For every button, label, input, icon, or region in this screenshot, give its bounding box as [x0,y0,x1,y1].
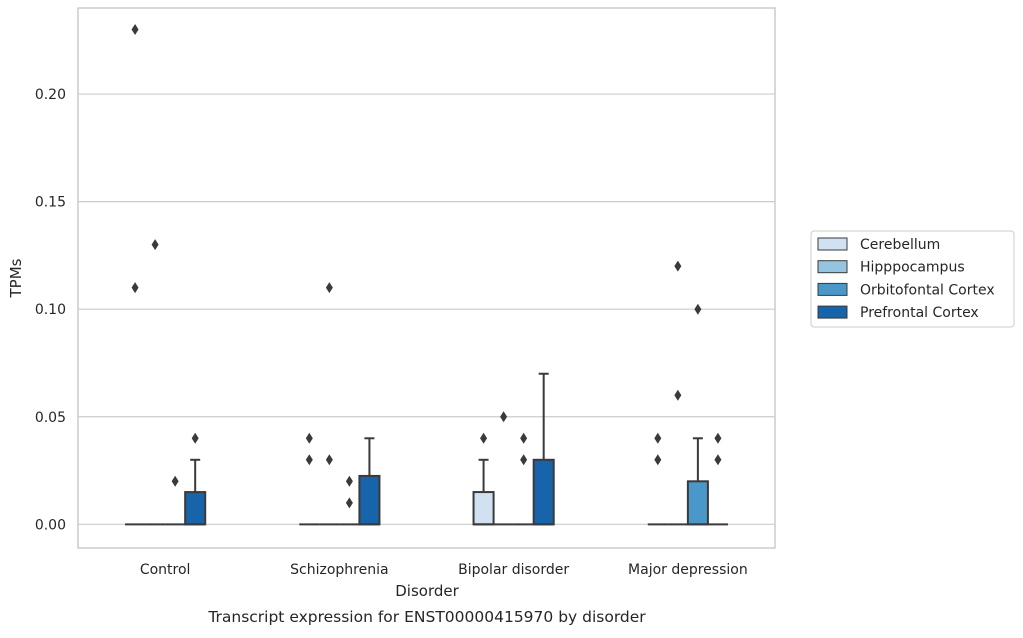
outlier-point [131,24,139,36]
chart-title: Transcript expression for ENST0000041597… [207,608,646,626]
y-tick-label: 0.20 [35,87,66,103]
outlier-point [131,282,139,294]
box [319,282,340,526]
box [686,303,709,526]
box [647,432,668,526]
legend: Cerebellum Hipppocampus Orbitofontal Corte… [810,230,1015,328]
outlier-point [674,260,682,272]
box [184,432,207,526]
x-tick-label: Bipolar disorder [458,562,569,578]
box [339,475,360,526]
legend-frame [810,230,1015,328]
x-tick-label: Schizophrenia [290,562,388,578]
legend-swatch [817,237,848,251]
outlier-point [520,454,528,466]
outlier-point [674,389,682,401]
x-tick-label: Control [140,562,191,578]
box [667,260,688,526]
outlier-point [654,432,662,444]
x-axis-label: Disorder [395,582,459,600]
box [358,437,381,526]
box [532,372,555,526]
outlier-point [345,475,353,487]
box-body [184,491,207,526]
box [299,432,320,526]
legend-swatch [817,305,848,319]
outlier-point [654,454,662,466]
outlier-point [305,454,313,466]
legend-label: Orbitofontal Cortex [860,282,995,298]
legend-items: Cerebellum Hipppocampus Orbitofontal Corte… [817,237,995,321]
legend-swatch [817,282,848,296]
x-axis-ticks: Control Schizophrenia Bipolar disorder Majo… [140,562,748,578]
legend-label: Cerebellum [860,237,940,253]
legend-label: Prefrontal Cortex [860,305,979,321]
y-tick-label: 0.15 [35,195,66,211]
y-tick-label: 0.00 [35,517,66,533]
box-body [472,491,495,526]
gridlines [78,93,775,525]
outlier-point [325,454,333,466]
box [125,24,146,526]
plot-area-frame [77,7,776,549]
outlier-point [151,239,159,251]
outlier-point [714,432,722,444]
outlier-point [345,497,353,509]
legend-swatch [817,260,848,274]
box-body [358,474,381,526]
box [513,432,534,526]
outlier-point [191,432,199,444]
x-tick-label: Major depression [628,562,748,578]
legend-label: Hipppocampus [860,260,965,276]
outlier-point [520,432,528,444]
outlier-point [694,303,702,315]
outlier-point [500,411,508,423]
outlier-point [714,454,722,466]
y-axis-ticks: 0.00 0.05 0.10 0.15 0.20 [35,87,66,533]
box-series [125,24,728,526]
box-body [686,480,709,526]
box [707,432,728,526]
y-tick-label: 0.10 [35,302,66,318]
box [472,432,495,526]
y-axis-label: TPMs [7,258,25,298]
outlier-point [305,432,313,444]
box-body [532,458,555,526]
outlier-point [480,432,488,444]
box [145,239,166,526]
box [493,411,514,526]
outlier-point [325,282,333,294]
outlier-point [171,475,179,487]
box [165,475,186,526]
y-tick-label: 0.05 [35,410,66,426]
